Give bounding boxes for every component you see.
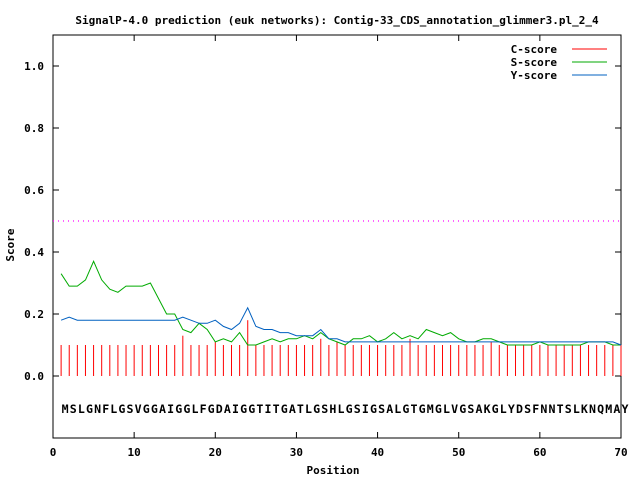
sequence-residue: M	[427, 402, 434, 416]
sequence-residue: L	[443, 402, 450, 416]
sequence-residue: L	[394, 402, 401, 416]
sequence-residue: L	[500, 402, 507, 416]
sequence-residue: Y	[508, 402, 515, 416]
y-tick-label: 0.6	[24, 184, 44, 197]
sequence-residue: N	[548, 402, 555, 416]
sequence-residue: L	[78, 402, 85, 416]
sequence-residue: L	[305, 402, 312, 416]
sequence-residue: A	[386, 402, 393, 416]
x-tick-label: 70	[614, 446, 627, 459]
sequence-residue: K	[581, 402, 588, 416]
sequence-residue: G	[281, 402, 288, 416]
y-tick-label: 0.4	[24, 246, 44, 259]
sequence-residue: G	[86, 402, 93, 416]
x-tick-label: 40	[371, 446, 384, 459]
sequence-residue: M	[62, 402, 69, 416]
sequence-residue: V	[451, 402, 458, 416]
sequence-residue: Y	[622, 402, 629, 416]
sequence-residue: G	[248, 402, 255, 416]
sequence-residue: K	[484, 402, 491, 416]
sequence-residue: S	[524, 402, 531, 416]
y-tick-label: 0.0	[24, 370, 44, 383]
sequence-residue: S	[127, 402, 134, 416]
sequence-residue: I	[362, 402, 369, 416]
x-tick-label: 50	[452, 446, 465, 459]
series-layer	[60, 260, 622, 376]
plot-frame	[52, 34, 622, 439]
x-tick-label: 10	[128, 446, 141, 459]
y-tick-label: 0.8	[24, 122, 44, 135]
sequence-residue: A	[224, 402, 231, 416]
x-tick-label: 60	[533, 446, 546, 459]
sequence-residue: A	[613, 402, 620, 416]
axis-ticks: 0 10 20 30 40 50 60 70 0.0 0.2 0.4 0.6 0.8 1.0	[24, 35, 628, 459]
sequence-residue: N	[589, 402, 596, 416]
legend-label: C-score	[511, 43, 558, 56]
sequence-residue: T	[297, 402, 304, 416]
sequence-residue: F	[200, 402, 207, 416]
sequence-residue: G	[208, 402, 215, 416]
sequence-residue: Q	[597, 402, 604, 416]
sequence-residue: A	[289, 402, 296, 416]
sequence-residue: G	[402, 402, 409, 416]
sequence-residue: A	[159, 402, 166, 416]
sequence-residue: A	[475, 402, 482, 416]
sequence-residue: G	[118, 402, 125, 416]
sequence-residue: G	[313, 402, 320, 416]
sequence-residue: S	[354, 402, 361, 416]
sequence-residue: I	[167, 402, 174, 416]
sequence-residue: L	[110, 402, 117, 416]
sequence-residue: T	[256, 402, 263, 416]
sequence-residue: G	[459, 402, 466, 416]
sequence-residue: S	[321, 402, 328, 416]
x-tick-label: 30	[290, 446, 303, 459]
x-tick-label: 20	[209, 446, 222, 459]
sequence-residue: G	[183, 402, 190, 416]
sequence-residue: T	[411, 402, 418, 416]
sequence-residue: G	[492, 402, 499, 416]
sequence-residue: G	[151, 402, 158, 416]
sequence-residue: S	[565, 402, 572, 416]
sequence-residue: L	[573, 402, 580, 416]
sequence-residue: S	[70, 402, 77, 416]
legend-label: Y-score	[511, 69, 558, 82]
y-tick-label: 1.0	[24, 60, 44, 73]
sequence-residue: S	[467, 402, 474, 416]
sequence-residue: G	[419, 402, 426, 416]
sequence-residue: F	[102, 402, 109, 416]
sequence-residue: H	[329, 402, 336, 416]
sequence-residue: S	[378, 402, 385, 416]
sequence-residue: N	[540, 402, 547, 416]
y-tick-label: 0.2	[24, 308, 44, 321]
x-tick-label: 0	[50, 446, 57, 459]
x-axis-label: Position	[307, 464, 360, 477]
sequence-residue: N	[94, 402, 101, 416]
sequence-residue: D	[516, 402, 523, 416]
sequence-residue: G	[240, 402, 247, 416]
sequence-residue: T	[557, 402, 564, 416]
sequence-residue: I	[264, 402, 271, 416]
sequence-residue: G	[143, 402, 150, 416]
sequence-residue: V	[135, 402, 142, 416]
y-score-line	[60, 306, 622, 346]
sequence-residue: G	[175, 402, 182, 416]
sequence-residue: I	[232, 402, 239, 416]
sequence-residue: L	[191, 402, 198, 416]
sequence-residue: F	[532, 402, 539, 416]
sequence-residue: G	[370, 402, 377, 416]
y-axis-label: Score	[4, 228, 17, 261]
sequence-residue: L	[338, 402, 345, 416]
sequence-residue: D	[216, 402, 223, 416]
sequence-residue: M	[605, 402, 612, 416]
sequence-residue: G	[346, 402, 353, 416]
sequence-residue: T	[273, 402, 280, 416]
chart-title: SignalP-4.0 prediction (euk networks): C…	[75, 14, 599, 27]
legend-label: S-score	[511, 56, 558, 69]
s-score-line	[60, 260, 621, 346]
sequence-residue: G	[435, 402, 442, 416]
